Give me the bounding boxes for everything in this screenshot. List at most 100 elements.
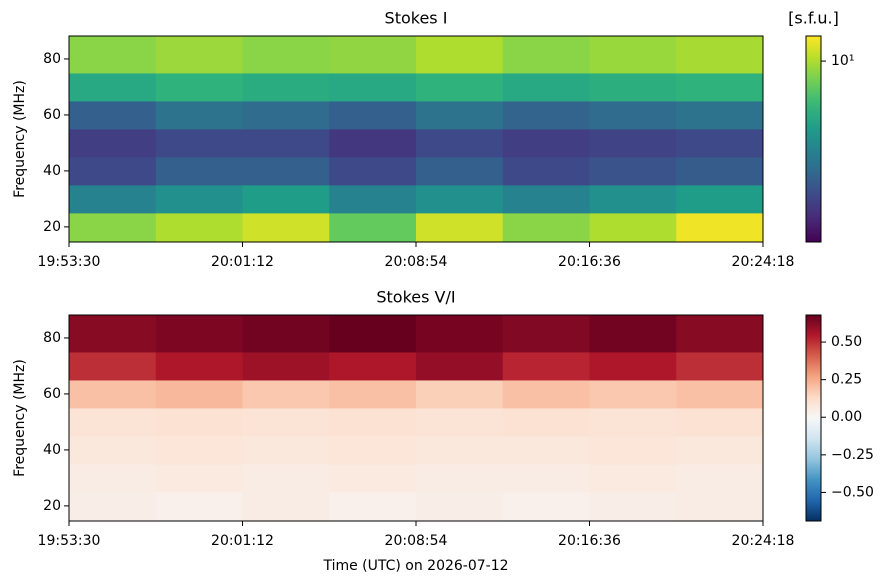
colorbar [805, 35, 822, 243]
heatmap-cell [155, 315, 243, 353]
x-tick-label: 20:01:12 [211, 533, 274, 549]
colorbar-tick-label: 0.25 [831, 372, 862, 388]
y-tick-label: 20 [43, 498, 61, 514]
heatmap-cell [242, 491, 330, 522]
heatmap-cell [676, 36, 764, 74]
colorbar-tick-label: 0.50 [831, 334, 862, 350]
heatmap-cell [242, 315, 330, 353]
heatmap-cell [502, 156, 590, 186]
heatmap-cell [416, 351, 504, 381]
heatmap-cell [329, 491, 417, 522]
colorbar-tick-label: −0.25 [831, 447, 874, 463]
heatmap-cell [242, 407, 330, 437]
y-axis-label: Frequency (MHz) [12, 359, 28, 477]
heatmap-cell [589, 435, 677, 465]
heatmap-cell [676, 435, 764, 465]
heatmap-cell [502, 212, 590, 243]
heatmap-cell [69, 435, 157, 465]
heatmap-cell [242, 128, 330, 158]
heatmap-cell [589, 407, 677, 437]
heatmap-cell [155, 351, 243, 381]
x-tick-label: 19:53:30 [38, 533, 101, 549]
heatmap-cell [69, 72, 157, 102]
heatmap-cell [416, 100, 504, 130]
heatmap-cell [155, 407, 243, 437]
heatmap-cell [416, 491, 504, 522]
heatmap-cell [502, 36, 590, 74]
heatmap-cell [69, 351, 157, 381]
heatmap-cell [676, 212, 764, 243]
heatmap-cell [589, 156, 677, 186]
heatmap-cell [676, 184, 764, 214]
heatmap-cell [676, 100, 764, 130]
colorbar-label: [s.f.u.] [788, 9, 839, 28]
heatmap-cell [329, 128, 417, 158]
heatmap-cell [589, 128, 677, 158]
heatmap-cell [329, 72, 417, 102]
panel-title: Stokes I [385, 9, 448, 28]
heatmap-cell [676, 128, 764, 158]
heatmap-cell [502, 407, 590, 437]
heatmap-cell [416, 72, 504, 102]
heatmap-cell [69, 128, 157, 158]
heatmap-cell [155, 379, 243, 409]
y-tick-label: 80 [43, 330, 61, 346]
heatmap-cell [329, 212, 417, 243]
heatmap-cell [502, 379, 590, 409]
heatmap-cell [589, 463, 677, 493]
heatmap-cell [676, 72, 764, 102]
heatmap-cell [502, 128, 590, 158]
heatmap-cell [329, 407, 417, 437]
heatmap-cell [502, 351, 590, 381]
heatmap-cell [676, 463, 764, 493]
y-tick-label: 20 [43, 219, 61, 235]
heatmap-cell [242, 379, 330, 409]
heatmap-cell [329, 435, 417, 465]
heatmap-cell [69, 463, 157, 493]
x-axis-label: Time (UTC) on 2026-07-12 [322, 558, 508, 574]
heatmap-cell [676, 379, 764, 409]
heatmap-cell [589, 36, 677, 74]
heatmap-cell [329, 100, 417, 130]
heatmap-cell [502, 491, 590, 522]
heatmap-cell [69, 407, 157, 437]
x-tick-label: 20:01:12 [211, 254, 274, 270]
panel-title: Stokes V/I [376, 288, 455, 307]
heatmap-cell [676, 407, 764, 437]
heatmap-cell [69, 156, 157, 186]
heatmap-cell [155, 184, 243, 214]
y-tick-label: 80 [43, 51, 61, 67]
heatmap-cell [329, 36, 417, 74]
heatmap-cell [242, 100, 330, 130]
heatmap-cell [155, 212, 243, 243]
heatmap-cell [329, 463, 417, 493]
heatmap-cell [155, 156, 243, 186]
heatmap-cell [155, 36, 243, 74]
y-tick-label: 60 [43, 107, 61, 123]
colorbar-tick-label: 0.00 [831, 409, 862, 425]
heatmap-cell [416, 435, 504, 465]
y-axis-label: Frequency (MHz) [12, 80, 28, 198]
heatmap-cell [589, 184, 677, 214]
heatmap-cell [155, 100, 243, 130]
heatmap-cell [69, 315, 157, 353]
heatmap-cell [676, 156, 764, 186]
heatmap-cell [416, 128, 504, 158]
heatmap-cell [329, 156, 417, 186]
heatmap-cell [69, 212, 157, 243]
heatmap-cell [589, 72, 677, 102]
heatmap-cell [242, 351, 330, 381]
heatmap-cell [242, 156, 330, 186]
colorbar-tick-label: 10¹ [831, 53, 854, 69]
heatmap-cell [416, 379, 504, 409]
x-tick-label: 20:16:36 [558, 533, 621, 549]
heatmap-cell [242, 72, 330, 102]
x-tick-label: 20:08:54 [385, 254, 448, 270]
heatmap-cell [329, 315, 417, 353]
x-tick-label: 20:24:18 [732, 254, 795, 270]
heatmap-cell [69, 491, 157, 522]
heatmap-cell [69, 100, 157, 130]
heatmap-cell [329, 351, 417, 381]
heatmap-cell [155, 72, 243, 102]
